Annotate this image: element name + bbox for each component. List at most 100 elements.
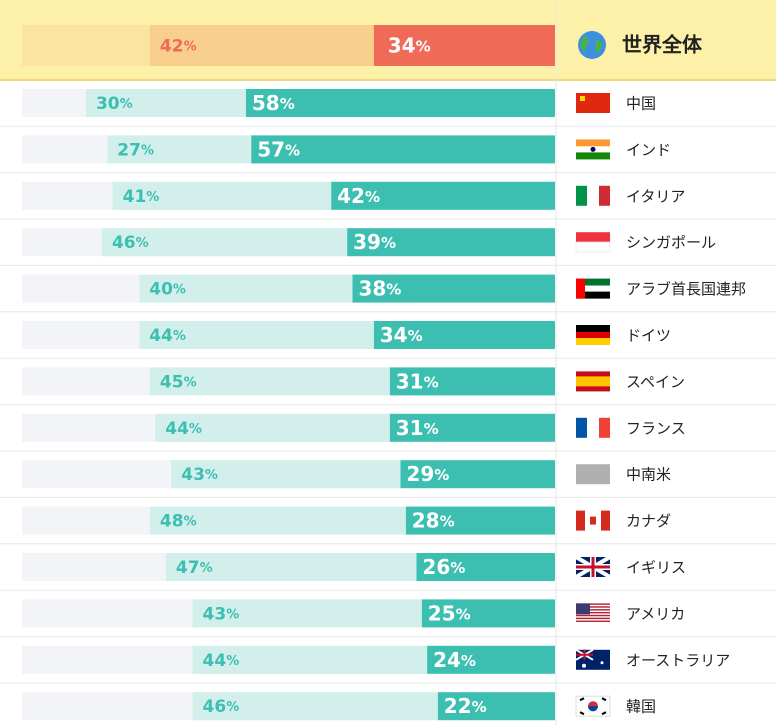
flag bbox=[576, 152, 610, 160]
category-label: インド bbox=[626, 141, 671, 159]
category-label: カナダ bbox=[626, 512, 671, 530]
flag-icon bbox=[576, 417, 610, 438]
category-label: 韓国 bbox=[626, 698, 656, 716]
bar-segment bbox=[101, 228, 348, 257]
bar-segment bbox=[421, 599, 555, 628]
bar-segment bbox=[171, 460, 401, 489]
bar-segment bbox=[245, 89, 556, 117]
bar-segment bbox=[373, 321, 555, 349]
bar-segment bbox=[165, 553, 417, 581]
value-label: 29% bbox=[406, 462, 449, 486]
total-label: 世界全体 bbox=[622, 33, 703, 57]
flag-icon bbox=[576, 464, 610, 485]
flag bbox=[576, 185, 587, 206]
flag bbox=[576, 557, 610, 577]
bar-segment bbox=[107, 135, 252, 164]
globe-icon bbox=[578, 31, 606, 59]
bar-segment bbox=[192, 645, 428, 674]
flag bbox=[599, 185, 610, 206]
value-label: 47% bbox=[176, 558, 213, 578]
value-label: 44% bbox=[149, 326, 186, 346]
flag bbox=[576, 291, 610, 299]
flag bbox=[576, 417, 587, 438]
bar-segment bbox=[352, 274, 555, 303]
category-label: フランス bbox=[626, 419, 686, 437]
category-label: アラブ首長国連邦 bbox=[626, 280, 746, 298]
value-label: 44% bbox=[165, 419, 202, 439]
flag-icon bbox=[576, 93, 610, 113]
category-label: 中南米 bbox=[626, 466, 671, 484]
flag-icon bbox=[576, 603, 610, 622]
flag bbox=[601, 510, 610, 531]
value-label: 43% bbox=[203, 604, 240, 624]
flag bbox=[590, 146, 596, 152]
category-label: イギリス bbox=[626, 559, 686, 577]
flag bbox=[576, 278, 610, 286]
flag bbox=[590, 516, 596, 525]
value-label: 22% bbox=[444, 694, 487, 718]
flag-icon bbox=[576, 278, 610, 299]
flag bbox=[576, 464, 610, 485]
value-label: 42% bbox=[160, 37, 197, 57]
flag bbox=[576, 338, 610, 345]
flag bbox=[588, 706, 598, 712]
value-label: 30% bbox=[96, 94, 133, 114]
bar-segment bbox=[347, 228, 555, 257]
category-label: イタリア bbox=[626, 187, 685, 205]
category-label: スペイン bbox=[626, 373, 685, 391]
flag bbox=[579, 697, 607, 716]
flag bbox=[576, 139, 610, 147]
flag bbox=[576, 617, 610, 620]
flag-icon bbox=[574, 555, 612, 579]
flag-icon bbox=[576, 139, 610, 160]
flag bbox=[599, 417, 610, 438]
bar-segment bbox=[112, 181, 332, 210]
flag bbox=[576, 376, 610, 387]
flag bbox=[576, 649, 593, 660]
value-label: 44% bbox=[203, 651, 240, 671]
flag bbox=[576, 603, 590, 615]
flag bbox=[600, 661, 604, 665]
flag bbox=[576, 278, 585, 299]
category-label: 中国 bbox=[626, 95, 656, 113]
value-label: 43% bbox=[181, 465, 218, 485]
value-label: 34% bbox=[388, 33, 431, 57]
value-label: 25% bbox=[428, 601, 471, 625]
flag bbox=[587, 185, 599, 206]
value-label: 38% bbox=[358, 276, 401, 300]
flag-icon bbox=[575, 232, 611, 253]
value-label: 27% bbox=[117, 140, 154, 160]
flag-icon bbox=[575, 695, 611, 717]
flag bbox=[587, 417, 599, 438]
bar-segment bbox=[139, 321, 374, 349]
bar-segment bbox=[155, 413, 390, 442]
bar-segment bbox=[251, 135, 555, 164]
category-label: ドイツ bbox=[626, 327, 671, 345]
bar-segment bbox=[139, 274, 353, 303]
category-label: アメリカ bbox=[626, 605, 685, 623]
flag bbox=[576, 285, 610, 292]
value-label: 46% bbox=[203, 697, 240, 717]
flag-icon bbox=[576, 185, 610, 206]
bar-segment bbox=[389, 413, 555, 442]
value-label: 48% bbox=[160, 512, 197, 532]
bar-segment bbox=[149, 367, 390, 396]
bar-segment bbox=[400, 460, 555, 489]
flag bbox=[582, 663, 586, 668]
value-label: 39% bbox=[353, 230, 396, 254]
flag bbox=[576, 606, 610, 608]
bar-segment bbox=[373, 25, 555, 66]
value-label: 42% bbox=[337, 183, 380, 207]
flag bbox=[576, 603, 610, 605]
flag-icon bbox=[575, 648, 610, 670]
value-label: 26% bbox=[422, 555, 465, 579]
flag bbox=[576, 232, 610, 243]
bar-segment bbox=[192, 692, 438, 721]
flag-icon bbox=[576, 371, 610, 392]
flag bbox=[576, 325, 610, 332]
bar-segment bbox=[405, 506, 555, 535]
bar-segment bbox=[427, 645, 555, 674]
value-label: 41% bbox=[123, 187, 160, 207]
flag bbox=[576, 620, 610, 622]
